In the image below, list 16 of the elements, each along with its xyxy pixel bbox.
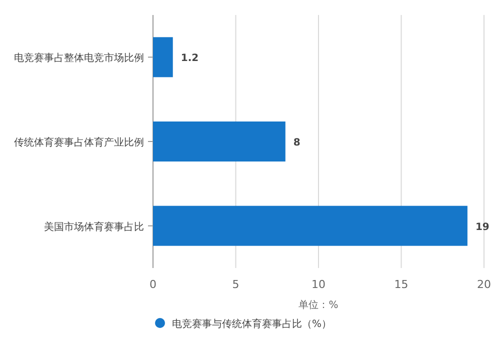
- x-tick-label: 10: [312, 278, 326, 291]
- x-tick-label: 15: [394, 278, 408, 291]
- legend-label: 电竞赛事与传统体育赛事占比（%）: [172, 318, 332, 330]
- data-label: 1.2: [180, 53, 199, 64]
- bar: [153, 206, 468, 246]
- x-tick-label: 0: [150, 278, 156, 291]
- x-axis-title: 单位：%: [298, 299, 338, 311]
- x-tick-label: 5: [232, 278, 240, 291]
- y-tick-label: 电竞赛事占整体电竞市场比例: [14, 52, 144, 64]
- data-label: 8: [293, 138, 300, 148]
- bar: [153, 37, 173, 78]
- bar: [153, 122, 286, 162]
- data-label: 19: [475, 222, 490, 233]
- x-tick-label: 20: [477, 278, 491, 291]
- y-tick-label: 传统体育赛事占体育产业比例: [14, 136, 144, 148]
- y-tick-label: 美国市场体育赛事占比: [44, 220, 144, 233]
